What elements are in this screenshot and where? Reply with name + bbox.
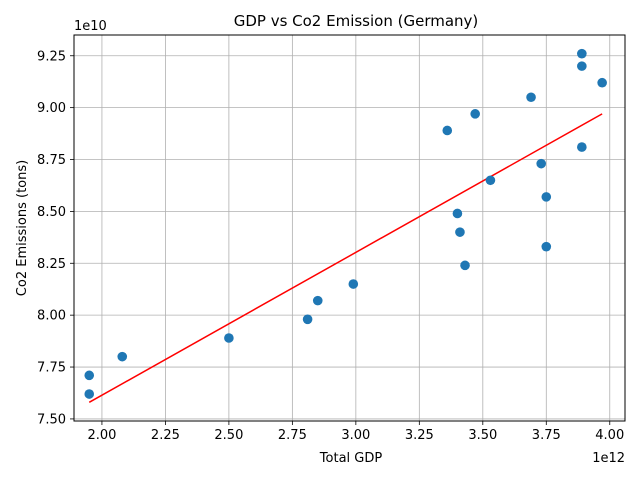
scatter-point — [541, 192, 552, 202]
y-tick-label: 7.50 — [37, 412, 66, 427]
x-tick-label: 2.25 — [151, 428, 180, 443]
chart-title: GDP vs Co2 Emission (Germany) — [234, 12, 479, 30]
x-tick-label: 2.50 — [214, 428, 243, 443]
scatter-point — [460, 260, 470, 271]
x-tick-label: 3.75 — [532, 428, 561, 443]
y-tick-label: 9.00 — [37, 101, 66, 116]
scatter-point — [577, 61, 587, 71]
x-tick-label: 3.50 — [468, 428, 497, 443]
x-tick-label: 4.00 — [595, 428, 624, 443]
points-layer — [84, 48, 607, 399]
x-tick-label: 3.25 — [405, 428, 434, 443]
scatter-point — [84, 389, 95, 399]
x-tick-label: 2.75 — [278, 428, 307, 443]
plot-frame — [73, 34, 626, 422]
grid-layer — [74, 35, 625, 421]
scatter-point — [541, 241, 552, 252]
scatter-point — [442, 125, 453, 136]
scatter-point — [84, 370, 95, 381]
y-tick-label: 8.25 — [37, 257, 66, 272]
scatter-point — [312, 295, 323, 306]
scatter-point — [577, 48, 587, 59]
x-axis-title: Total GDP — [319, 451, 383, 466]
scatter-point — [485, 175, 496, 186]
y-tick-label: 8.50 — [37, 205, 66, 220]
scatter-point — [536, 158, 547, 169]
x-offset-label: 1e12 — [592, 451, 625, 466]
scatter-point — [117, 351, 128, 362]
scatter-point — [526, 92, 536, 103]
y-tick-label: 7.75 — [37, 361, 66, 376]
y-axis-title: Co2 Emissions (tons) — [15, 160, 30, 296]
x-axis-ticks: 2.00 2.25 2.50 2.75 3.00 3.25 3.50 3.75 4.00 — [87, 421, 624, 443]
trend-line — [88, 113, 603, 403]
y-axis-ticks: 7.50 7.75 8.00 8.25 8.50 8.75 9.00 9.25 — [37, 49, 74, 427]
scatter-point — [302, 314, 313, 325]
scatter-point — [455, 227, 465, 237]
scatter-point — [452, 208, 463, 219]
scatter-point — [577, 142, 587, 152]
y-offset-label: 1e10 — [74, 19, 107, 34]
x-tick-label: 2.00 — [87, 428, 116, 443]
y-tick-label: 9.25 — [37, 49, 66, 64]
scatter-point — [348, 279, 359, 289]
scatter-point — [470, 109, 480, 119]
scatter-point — [597, 77, 607, 88]
x-tick-label: 3.00 — [341, 428, 370, 443]
y-tick-label: 8.00 — [37, 309, 66, 324]
scatter-point — [224, 333, 234, 343]
trend-layer — [88, 113, 603, 403]
y-tick-label: 8.75 — [37, 153, 66, 168]
